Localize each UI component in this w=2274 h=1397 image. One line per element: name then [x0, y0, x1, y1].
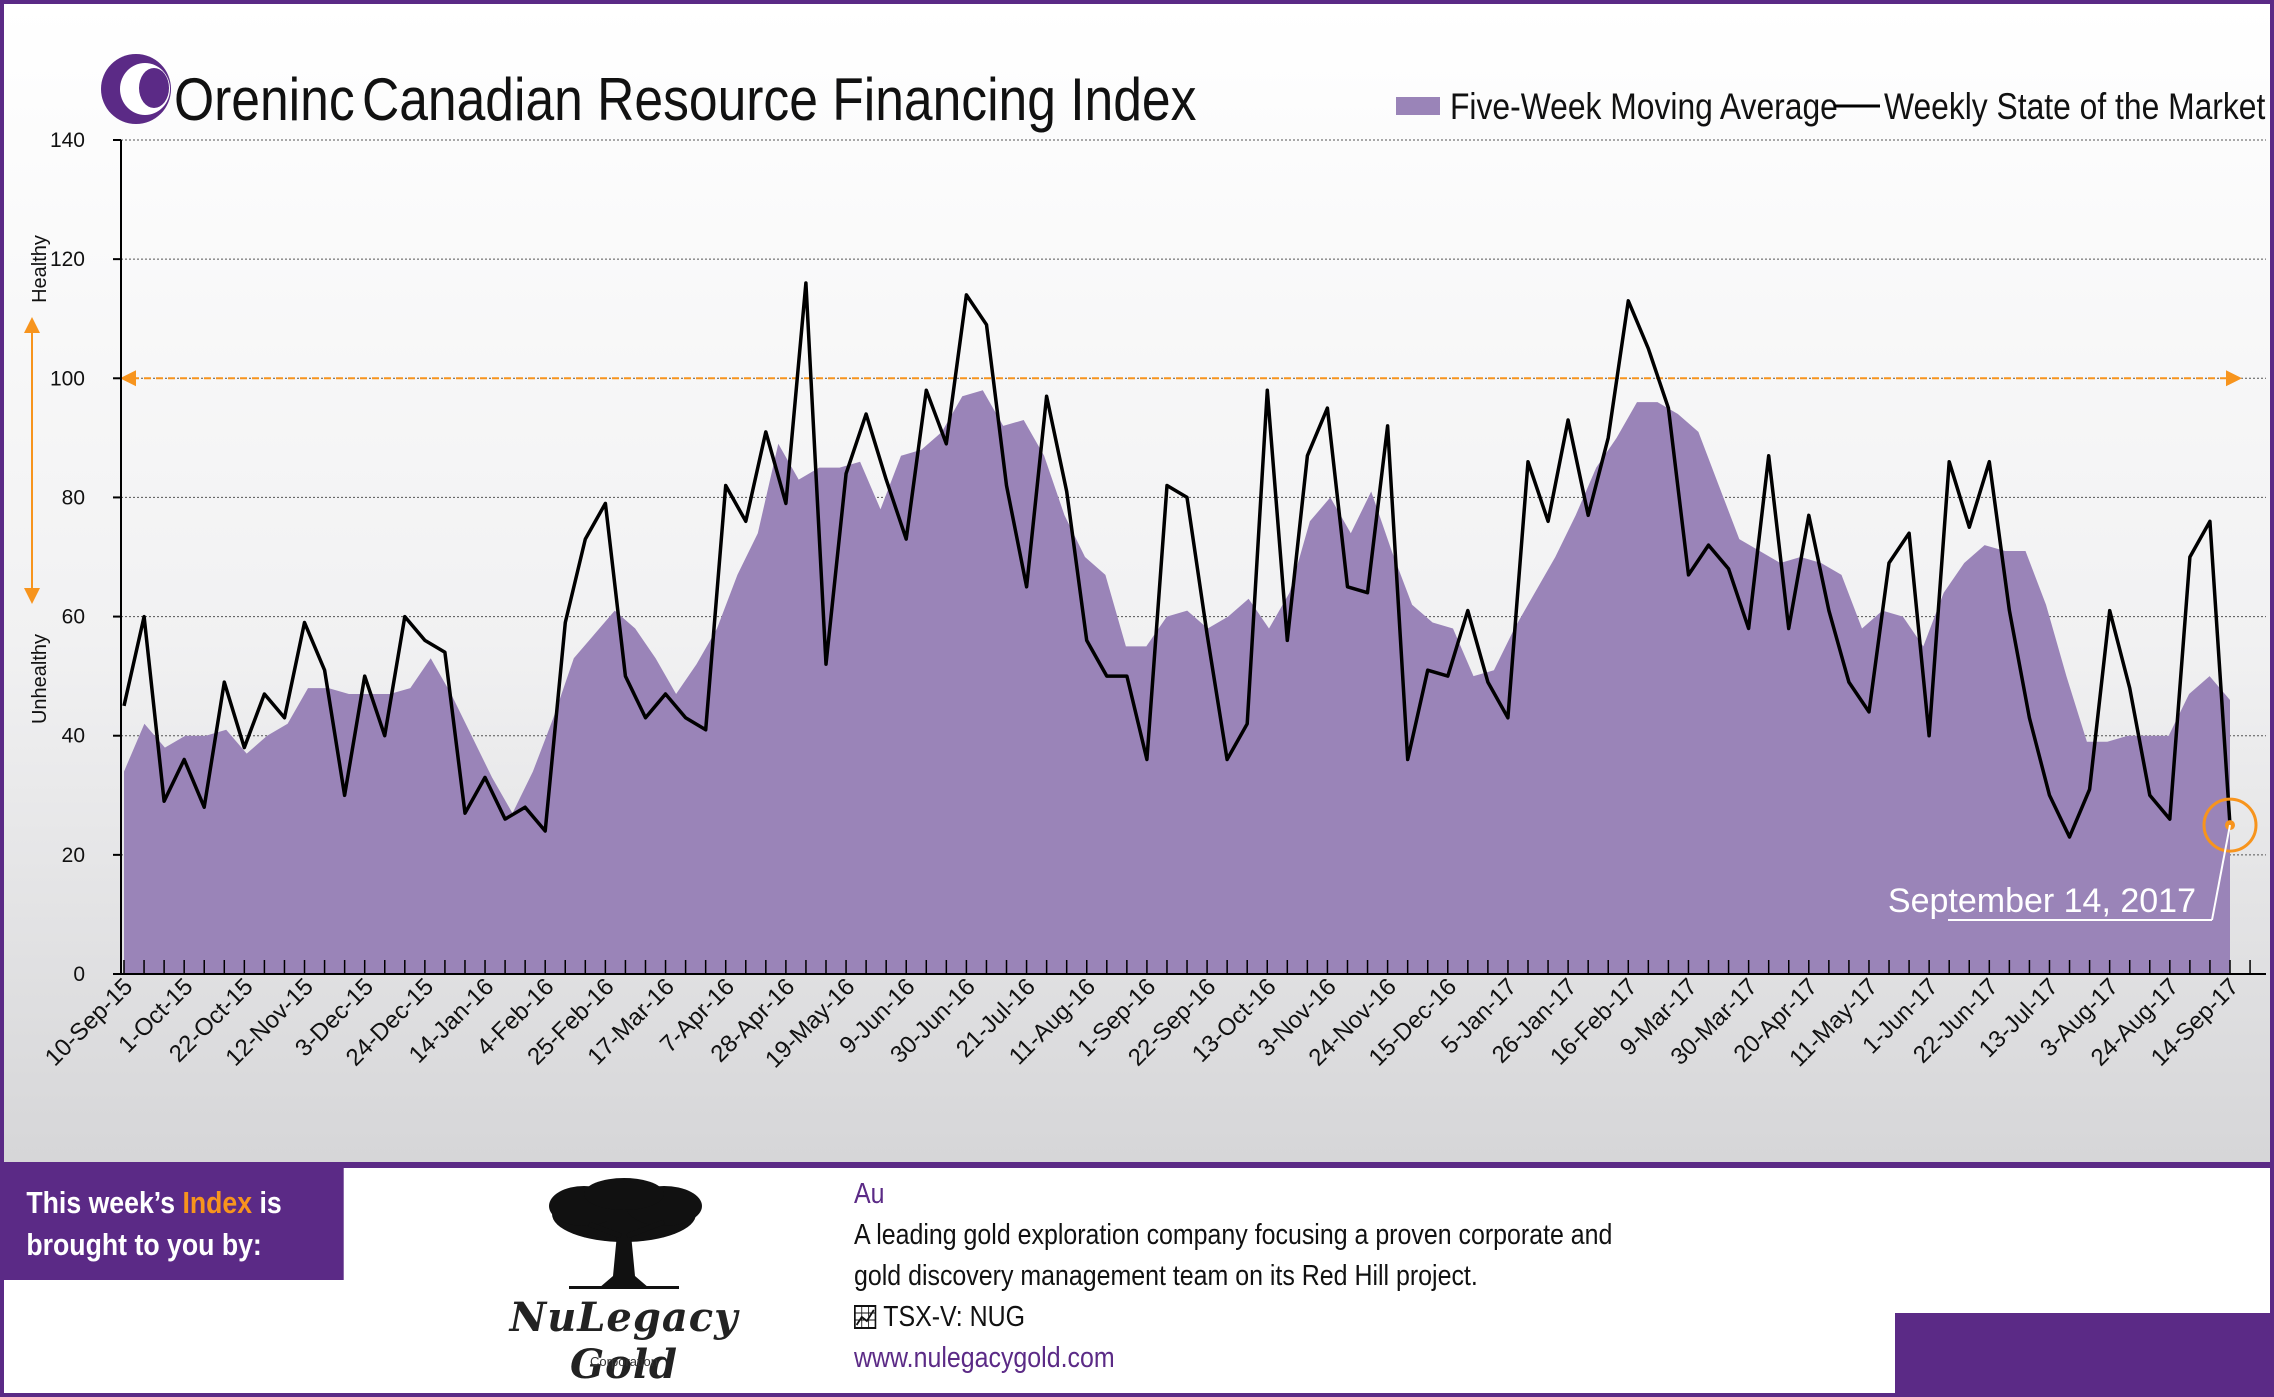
corner-accent	[1895, 1313, 2270, 1393]
callout-leader	[2211, 824, 2231, 921]
threshold-line	[120, 370, 2242, 387]
y-tick-label: 40	[62, 725, 85, 748]
health-arrow	[24, 317, 40, 604]
company-description-2: gold discovery management team on its Re…	[854, 1260, 1478, 1292]
company-website-link[interactable]: www.nulegacygold.com	[854, 1342, 1115, 1374]
y-tick-label: 60	[62, 606, 85, 629]
oreninc-logo-icon	[101, 54, 171, 124]
chart-title: Canadian Resource Financing Index	[362, 65, 1196, 133]
sponsor-line1-highlight: Index	[182, 1185, 253, 1220]
y-tick-label: 0	[73, 963, 85, 986]
element-symbol: Au	[854, 1178, 885, 1210]
brand-name: Oreninc	[174, 65, 355, 133]
sponsor-line1-post: is	[252, 1185, 282, 1220]
moving-average-area-shape	[124, 390, 2230, 974]
sponsor-line1-pre: This week’s	[26, 1185, 183, 1220]
threshold-right-arrow	[2226, 370, 2242, 387]
weekly-market-polyline	[122, 281, 2232, 839]
y-tick-label: 120	[50, 248, 85, 271]
ticker-symbol: TSX-V: NUG	[883, 1301, 1026, 1333]
chart-icon	[854, 1305, 877, 1329]
logo-name: NuLegacy Gold	[509, 1294, 739, 1388]
moving-average-area	[124, 390, 2230, 974]
x-tick-label: 10-Sep-15	[40, 973, 138, 1071]
company-description-1: A leading gold exploration company focus…	[854, 1219, 1613, 1251]
y-tick-label: 20	[62, 844, 85, 867]
weekly-market-line	[122, 281, 2232, 839]
sponsor-footer: This week’s Index is brought to you by: …	[4, 1168, 2270, 1393]
healthy-label: Healthy	[29, 235, 51, 303]
y-tick-label: 140	[50, 129, 85, 152]
legend-area-swatch	[1396, 97, 1440, 115]
nulegacy-logo: NuLegacy Gold Corporation	[444, 1176, 804, 1388]
latest-annotation: September 14, 2017	[1888, 797, 2258, 921]
callout-label: September 14, 2017	[1888, 882, 2196, 920]
chart-panel: Oreninc Canadian Resource Financing Inde…	[4, 4, 2270, 1162]
logo-subtitle: Corporation	[590, 1354, 658, 1369]
highlight-ring	[2202, 797, 2258, 853]
legend-area-label: Five-Week Moving Average	[1450, 87, 1838, 128]
financing-index-chart: Oreninc Canadian Resource Financing Inde…	[24, 54, 2266, 1073]
ticker-row: TSX-V: NUG	[854, 1297, 1757, 1338]
company-info: Au A leading gold exploration company fo…	[854, 1174, 1757, 1379]
y-tick-label: 100	[50, 367, 85, 390]
unhealthy-label: Unhealthy	[29, 634, 51, 724]
legend-line-label: Weekly State of the Market	[1884, 87, 2266, 128]
tree-icon	[549, 1178, 702, 1289]
y-tick-label: 80	[62, 486, 85, 509]
sponsor-intro: This week’s Index is brought to you by:	[4, 1168, 344, 1280]
threshold-left-arrow	[120, 370, 136, 387]
sponsor-line2: brought to you by:	[26, 1227, 262, 1262]
